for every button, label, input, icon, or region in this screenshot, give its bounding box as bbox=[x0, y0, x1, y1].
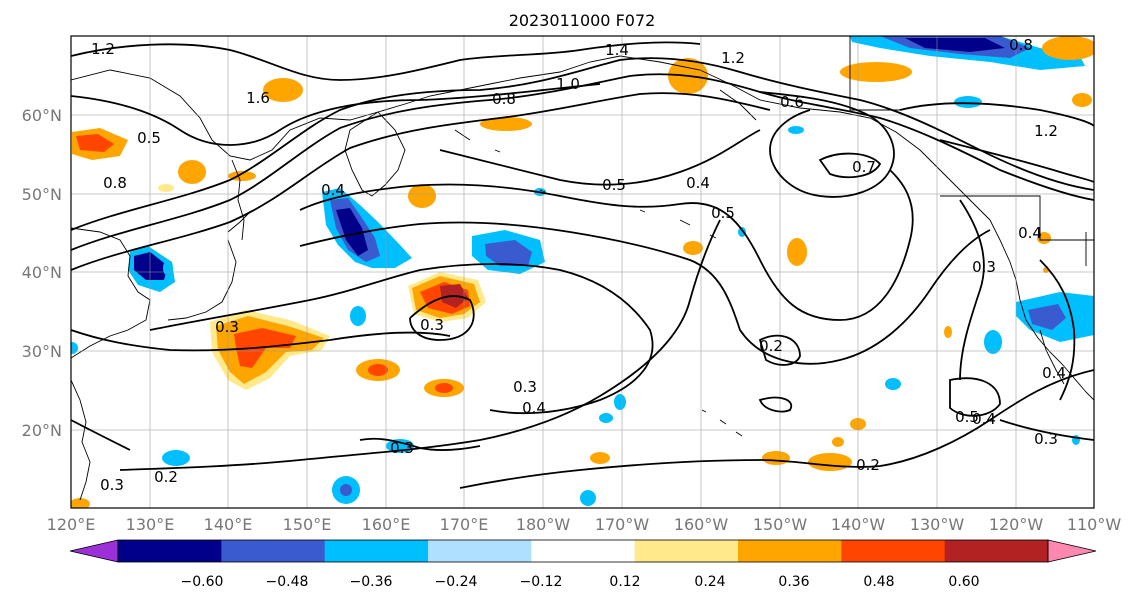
negative-anomaly-region bbox=[1028, 304, 1066, 330]
svg-text:0.5: 0.5 bbox=[711, 204, 735, 222]
latitude-labels: 60°N 50°N 40°N 30°N 20°N bbox=[22, 106, 62, 440]
svg-text:0.3: 0.3 bbox=[390, 439, 414, 457]
colorbar-outline bbox=[117, 539, 1049, 563]
negative-anomaly-region bbox=[336, 208, 368, 256]
colorbar-tick-label: 0.36 bbox=[778, 574, 809, 590]
lon-label: 130°W bbox=[910, 515, 965, 534]
colorbar-tick-label: −0.36 bbox=[350, 574, 393, 590]
negative-anomaly-region bbox=[134, 252, 168, 280]
contour-labels: 1.2 1.6 0.5 0.8 1.4 1.0 1.2 0.6 0.8 1.2 … bbox=[91, 36, 1066, 494]
colorbar-segment bbox=[738, 540, 842, 562]
coastlines bbox=[71, 36, 1094, 501]
lat-label: 60°N bbox=[22, 106, 62, 125]
svg-text:0.8: 0.8 bbox=[103, 174, 127, 192]
lon-label: 150°W bbox=[753, 515, 808, 534]
svg-text:1.2: 1.2 bbox=[1034, 122, 1058, 140]
colorbar-tick-label: −0.48 bbox=[266, 574, 309, 590]
svg-text:0.3: 0.3 bbox=[972, 258, 996, 276]
colorbar-tick-label: −0.24 bbox=[435, 574, 478, 590]
svg-text:0.4: 0.4 bbox=[1042, 364, 1066, 382]
colorbar-tick-labels: −0.60 −0.48 −0.36 −0.24 −0.12 0.12 0.24 … bbox=[181, 574, 980, 590]
svg-text:0.6: 0.6 bbox=[780, 93, 804, 111]
lon-label: 120°E bbox=[47, 515, 96, 534]
positive-anomaly-region bbox=[76, 134, 114, 152]
svg-text:0.4: 0.4 bbox=[972, 410, 996, 428]
svg-text:1.2: 1.2 bbox=[91, 40, 115, 58]
svg-text:0.3: 0.3 bbox=[1034, 430, 1058, 448]
svg-text:0.3: 0.3 bbox=[215, 318, 239, 336]
colorbar-tick-label: 0.48 bbox=[863, 574, 894, 590]
colorbar-extend-min bbox=[69, 539, 119, 563]
lon-label: 170°W bbox=[595, 515, 650, 534]
colorbar-segment bbox=[634, 540, 739, 562]
colorbar-tick-label: 0.12 bbox=[609, 574, 640, 590]
svg-text:0.4: 0.4 bbox=[522, 399, 546, 417]
svg-text:1.6: 1.6 bbox=[246, 89, 270, 107]
colorbar-segment bbox=[841, 540, 946, 562]
svg-text:1.0: 1.0 bbox=[556, 75, 580, 93]
svg-text:0.4: 0.4 bbox=[686, 174, 710, 192]
lon-label: 120°W bbox=[989, 515, 1044, 534]
svg-text:1.2: 1.2 bbox=[721, 49, 745, 67]
colorbar-tick-label: −0.12 bbox=[520, 574, 563, 590]
colorbar-segment bbox=[324, 540, 429, 562]
longitude-labels: 120°E 130°E 140°E 150°E 160°E 170°E 180°… bbox=[47, 515, 1122, 534]
svg-text:0.5: 0.5 bbox=[137, 129, 161, 147]
lon-label: 160°W bbox=[674, 515, 729, 534]
svg-text:0.3: 0.3 bbox=[100, 476, 124, 494]
svg-text:0.8: 0.8 bbox=[492, 90, 516, 108]
svg-text:0.3: 0.3 bbox=[420, 316, 444, 334]
svg-text:0.8: 0.8 bbox=[1009, 36, 1033, 54]
colorbar-tick-label: 0.60 bbox=[948, 574, 979, 590]
lon-label: 110°W bbox=[1067, 515, 1122, 534]
lon-label: 180°W bbox=[516, 515, 571, 534]
map-area: 1.2 1.6 0.5 0.8 1.4 1.0 1.2 0.6 0.8 1.2 … bbox=[70, 35, 1095, 509]
colorbar-extend-max bbox=[1047, 539, 1097, 563]
colorbar-segment bbox=[221, 540, 326, 562]
colorbar-segment bbox=[944, 540, 1049, 562]
colorbar-segment bbox=[531, 540, 636, 562]
svg-text:0.5: 0.5 bbox=[602, 176, 626, 194]
colorbar-segment bbox=[428, 540, 532, 562]
svg-text:0.2: 0.2 bbox=[856, 456, 880, 474]
lon-label: 160°E bbox=[362, 515, 411, 534]
lon-label: 170°E bbox=[440, 515, 489, 534]
colorbar-tick-label: −0.60 bbox=[181, 574, 224, 590]
colorbar-segment bbox=[118, 540, 222, 562]
map-frame bbox=[70, 35, 1095, 509]
svg-text:1.4: 1.4 bbox=[605, 41, 629, 59]
lat-label: 40°N bbox=[22, 263, 62, 282]
svg-text:0.2: 0.2 bbox=[759, 337, 783, 355]
colorbar-tick-label: 0.24 bbox=[694, 574, 725, 590]
svg-text:0.3: 0.3 bbox=[513, 378, 537, 396]
map-title: 2023011000 F072 bbox=[509, 11, 656, 30]
svg-text:0.2: 0.2 bbox=[154, 468, 178, 486]
colorbar-segments bbox=[69, 539, 1097, 563]
lat-label: 50°N bbox=[22, 185, 62, 204]
svg-text:0.7: 0.7 bbox=[852, 158, 876, 176]
negative-anomaly-region bbox=[905, 38, 1005, 52]
lon-label: 150°E bbox=[283, 515, 332, 534]
lon-label: 140°W bbox=[831, 515, 886, 534]
anomaly-shading bbox=[71, 36, 1094, 508]
lon-label: 140°E bbox=[204, 515, 253, 534]
svg-text:0.4: 0.4 bbox=[321, 181, 345, 199]
negative-anomaly-region bbox=[485, 240, 532, 266]
svg-text:0.5: 0.5 bbox=[955, 408, 979, 426]
svg-text:0.4: 0.4 bbox=[1018, 224, 1042, 242]
colorbar: −0.60 −0.48 −0.36 −0.24 −0.12 0.12 0.24 … bbox=[69, 539, 1097, 590]
lat-label: 30°N bbox=[22, 342, 62, 361]
lat-label: 20°N bbox=[22, 421, 62, 440]
contour-lines bbox=[71, 41, 1094, 489]
positive-anomaly-region bbox=[234, 328, 296, 368]
lon-label: 130°E bbox=[126, 515, 175, 534]
